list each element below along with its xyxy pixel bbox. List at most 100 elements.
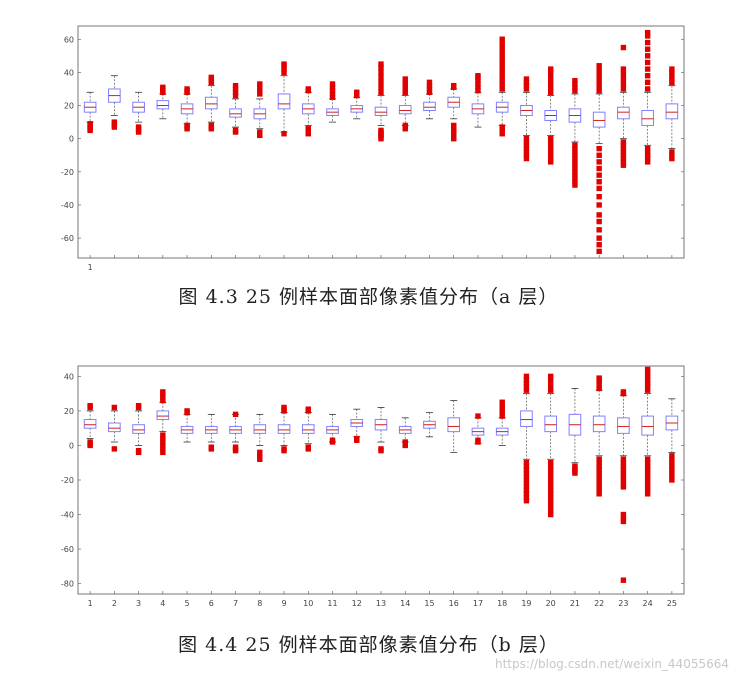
x-tick-label: 8 — [257, 599, 262, 608]
outlier — [499, 399, 505, 405]
outlier — [644, 66, 651, 72]
outlier — [305, 444, 311, 450]
outlier — [499, 124, 505, 130]
outlier — [232, 411, 239, 418]
box — [205, 96, 218, 110]
y-tick-label: 60 — [64, 35, 74, 44]
outlier — [644, 456, 651, 462]
x-tick-label: 5 — [185, 599, 190, 608]
outlier — [160, 389, 166, 395]
outlier — [135, 403, 142, 409]
y-tick-label: 40 — [64, 372, 74, 381]
outlier — [87, 121, 93, 127]
y-tick-label: 0 — [69, 135, 74, 144]
outlier — [281, 131, 287, 137]
outlier — [232, 444, 239, 450]
outlier — [87, 439, 93, 445]
box — [447, 417, 461, 433]
outlier — [499, 56, 505, 62]
outlier — [596, 77, 602, 84]
box — [253, 424, 267, 434]
outlier — [596, 159, 602, 165]
outlier — [475, 413, 481, 419]
box — [617, 106, 630, 120]
x-tick-label: 10 — [303, 599, 313, 608]
outlier — [596, 63, 602, 69]
box — [665, 103, 679, 120]
outlier — [669, 453, 675, 459]
x-tick-label: 18 — [497, 599, 507, 608]
outlier — [547, 74, 554, 81]
y-tick-label: -60 — [61, 545, 74, 554]
x-tick-label: 17 — [473, 599, 483, 608]
outlier — [378, 89, 384, 95]
outlier — [596, 82, 602, 89]
outlier — [451, 122, 457, 129]
box — [83, 419, 97, 429]
figure-a: -60 -40 -20 0 20 40 60 1 — [50, 22, 690, 277]
outlier — [596, 235, 602, 241]
outlier — [378, 74, 384, 81]
outlier — [620, 139, 627, 145]
outlier — [620, 81, 627, 87]
outlier — [596, 87, 602, 94]
box — [301, 424, 315, 434]
outlier — [378, 84, 384, 91]
outlier — [596, 242, 602, 248]
outlier — [547, 387, 554, 393]
caption-a: 图 4.3 25 例样本面部像素值分布（a 层） — [178, 286, 559, 308]
outlier — [523, 76, 530, 82]
outlier — [547, 84, 554, 91]
outlier — [596, 202, 602, 208]
outlier — [402, 76, 408, 82]
outlier — [620, 456, 627, 462]
box — [277, 93, 291, 110]
x-tick-label: 21 — [570, 599, 580, 608]
outlier — [596, 456, 602, 462]
box — [398, 105, 412, 115]
outlier — [499, 66, 505, 72]
outlier — [475, 437, 481, 443]
outlier — [620, 44, 627, 51]
outlier — [257, 129, 263, 135]
outlier — [135, 447, 142, 454]
outlier — [499, 81, 505, 87]
outlier — [596, 218, 602, 225]
outlier — [354, 435, 360, 442]
outlier — [499, 61, 505, 67]
outlier — [596, 152, 602, 158]
box — [132, 424, 145, 434]
outlier — [281, 61, 287, 67]
outlier — [669, 149, 675, 155]
outlier — [499, 41, 505, 47]
outlier — [523, 460, 530, 466]
box — [108, 422, 121, 433]
x-tick-label: 4 — [160, 599, 165, 608]
outlier — [596, 227, 602, 233]
outlier — [644, 73, 651, 79]
x-tick-label: 16 — [449, 599, 459, 608]
y-tick-label: 20 — [64, 407, 74, 416]
outlier — [499, 76, 505, 82]
x-tick-label: 9 — [281, 599, 286, 608]
box — [592, 111, 606, 128]
outlier — [329, 81, 336, 87]
outlier — [572, 142, 578, 149]
x-tick-label: 25 — [667, 599, 677, 608]
box — [277, 424, 291, 434]
outlier — [644, 86, 651, 92]
outlier — [547, 382, 554, 388]
y-tick-label: -40 — [61, 511, 74, 520]
y-tick-label: 20 — [64, 102, 74, 111]
outlier — [644, 39, 651, 46]
outlier — [644, 145, 651, 152]
box — [229, 108, 242, 118]
outlier — [596, 248, 602, 255]
plot-frame — [77, 25, 685, 259]
y-tick-label: 40 — [64, 68, 74, 77]
outlier — [572, 463, 578, 469]
outlier — [111, 446, 118, 452]
plot-frame — [77, 365, 685, 595]
outlier — [111, 404, 118, 411]
outlier — [378, 79, 384, 86]
